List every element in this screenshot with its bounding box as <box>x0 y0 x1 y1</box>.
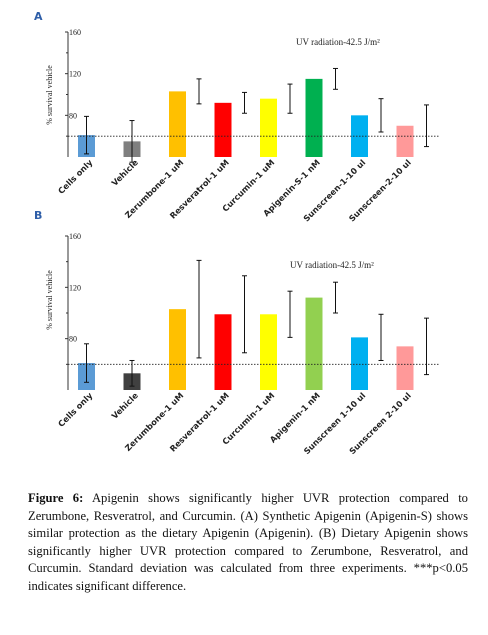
caption-text: Apigenin shows significantly higher UVR … <box>28 491 468 593</box>
bar-2 <box>169 91 186 157</box>
y-tick-label: 120 <box>69 70 81 79</box>
bar-5 <box>305 297 323 390</box>
bar-2 <box>169 309 186 390</box>
caption-label: Figure 6: <box>28 491 84 505</box>
y-tick-label: 80 <box>69 335 77 344</box>
chart-annotation: UV radiation-42.5 J/m² <box>290 260 374 270</box>
bar-3 <box>214 314 232 390</box>
panel-label: A <box>34 10 43 23</box>
y-axis-label: % survival vehicle <box>45 65 54 125</box>
y-tick-label: 160 <box>69 28 81 37</box>
y-tick-label: 160 <box>69 232 81 241</box>
figure-caption: Figure 6: Apigenin shows significantly h… <box>28 490 468 596</box>
chart-panel-b: B 80 120 160 % survival vehicle UV radiation-… <box>34 209 440 456</box>
x-tick-label-0: Cells only <box>56 390 95 429</box>
x-tick-label-1: Vehicle <box>109 157 140 188</box>
y-tick-label: 120 <box>69 283 81 292</box>
bar-3 <box>214 102 232 157</box>
panel-label: B <box>34 209 42 222</box>
y-axis-label: % survival vehicle <box>45 270 54 330</box>
x-tick-label-1: Vehicle <box>109 390 140 421</box>
chart-annotation: UV radiation-42.5 J/m² <box>296 37 380 47</box>
bar-4 <box>260 314 277 390</box>
chart-panel-a: A 80 120 160 % survival vehicle UV radiation-… <box>34 10 440 224</box>
bar-6 <box>351 337 368 390</box>
y-tick-label: 80 <box>69 111 77 120</box>
bar-4 <box>260 98 277 157</box>
x-tick-label-0: Cells only <box>56 157 95 196</box>
bar-5 <box>305 78 323 157</box>
bar-7 <box>396 125 414 157</box>
bar-7 <box>396 346 414 390</box>
